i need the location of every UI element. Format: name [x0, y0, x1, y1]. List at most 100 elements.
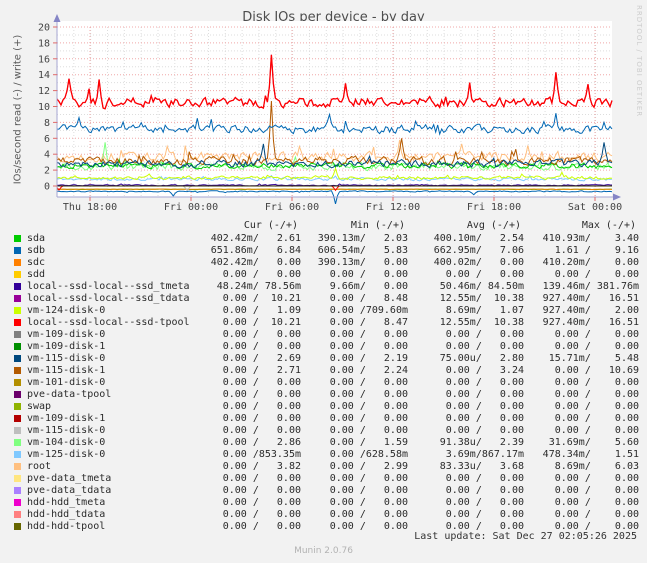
- legend-avg-value: 50.46m/ 84.50m: [433, 280, 524, 292]
- series-line-sda-write: [56, 158, 613, 170]
- legend-label: hdd-hdd_tdata: [27, 508, 106, 520]
- legend-swatch: [14, 354, 21, 362]
- x-axis-arrow: [613, 193, 621, 201]
- legend-cur-value: 0.00 / 0.00: [210, 472, 301, 484]
- legend-cur-value: 0.00 / 0.00: [210, 268, 301, 280]
- y-axis-arrow: [53, 14, 61, 22]
- legend-row: vm-109-disk-1 0.00 / 0.00 0.00 / 0.00 0.…: [0, 412, 647, 424]
- legend-row: vm-109-disk-0 0.00 / 0.00 0.00 / 0.00 0.…: [0, 328, 647, 340]
- legend-cur-value: 0.00 / 0.00: [210, 496, 301, 508]
- legend-row: vm-115-disk-0 0.00 / 2.69 0.00 / 2.19 75…: [0, 352, 647, 364]
- legend-swatch: [14, 378, 21, 386]
- legend-row: pve-data_tmeta 0.00 / 0.00 0.00 / 0.00 0…: [0, 472, 647, 484]
- legend-label: vm-115-disk-1: [27, 364, 106, 376]
- x-tick-label: Fri 06:00: [265, 202, 319, 213]
- legend-swatch: [14, 462, 21, 470]
- legend-row: sdb 651.86m/ 6.84 606.54m/ 5.83 662.95m/ 7.…: [0, 244, 647, 256]
- legend-cur-value: 402.42m/ 0.00: [210, 256, 301, 268]
- legend-avg-value: 8.69m/ 1.07: [433, 304, 524, 316]
- legend-label: root: [27, 460, 52, 472]
- legend-avg-value: 91.38u/ 2.39: [433, 436, 524, 448]
- legend-min-value: 0.00 /709.60m: [317, 304, 408, 316]
- munin-version: Munin 2.0.76: [294, 546, 353, 556]
- y-tick-label: 4: [44, 150, 50, 161]
- legend-row: pve-data-tpool 0.00 / 0.00 0.00 / 0.00 0…: [0, 388, 647, 400]
- y-tick-label: 14: [38, 70, 50, 81]
- legend-label: local--ssd-local--ssd_tmeta: [27, 280, 190, 292]
- legend-avg-value: 0.00 / 0.00: [433, 388, 524, 400]
- legend-min-value: 0.00 / 0.00: [317, 496, 408, 508]
- legend: Cur (-/+) Min (-/+) Avg (-/+) Max (-/+) …: [0, 219, 647, 532]
- x-tick-label: Fri 00:00: [164, 202, 218, 213]
- legend-avg-value: 3.69m/867.17m: [433, 448, 524, 460]
- legend-row: sdc 402.42m/ 0.00 390.13m/ 0.00 400.02m/ 0.…: [0, 256, 647, 268]
- legend-cur-value: 0.00 / 0.00: [210, 328, 301, 340]
- last-update: Last update: Sat Dec 27 02:05:26 2025: [414, 531, 637, 542]
- series-line-vm-124-disk-0-write: [56, 166, 613, 181]
- legend-label: swap: [27, 400, 52, 412]
- legend-min-value: 0.00 /628.58m: [317, 448, 408, 460]
- legend-avg-value: 0.00 / 0.00: [433, 520, 524, 532]
- legend-max-value: 8.69m/ 6.03: [542, 460, 639, 472]
- legend-min-value: 390.13m/ 0.00: [317, 256, 408, 268]
- y-tick-label: 16: [38, 54, 50, 65]
- legend-header-cur: Cur (-/+): [243, 220, 298, 231]
- legend-max-value: 0.00 / 0.00: [542, 412, 639, 424]
- x-tick-label: Thu 18:00: [63, 202, 117, 213]
- legend-label: vm-124-disk-0: [27, 304, 106, 316]
- legend-avg-value: 12.55m/ 10.38: [433, 292, 524, 304]
- legend-cur-value: 0.00 / 0.00: [210, 520, 301, 532]
- legend-row: vm-115-disk-1 0.00 / 2.71 0.00 / 2.24 0.…: [0, 364, 647, 376]
- legend-swatch: [14, 366, 21, 374]
- legend-row: local--ssd-local--ssd-tpool 0.00 / 10.21…: [0, 316, 647, 328]
- legend-max-value: 31.69m/ 5.60: [542, 436, 639, 448]
- legend-max-value: 0.00 / 0.00: [542, 424, 639, 436]
- legend-avg-value: 83.33u/ 3.68: [433, 460, 524, 472]
- legend-label: sdc: [27, 256, 46, 268]
- legend-cur-value: 0.00 / 10.21: [210, 292, 301, 304]
- legend-avg-value: 400.10m/ 2.54: [433, 232, 524, 244]
- legend-min-value: 0.00 / 0.00: [317, 328, 408, 340]
- legend-max-value: 410.93m/ 3.40: [542, 232, 639, 244]
- legend-max-value: 927.40m/ 2.00: [542, 304, 639, 316]
- legend-max-value: 927.40m/ 16.51: [542, 316, 639, 328]
- legend-cur-value: 0.00 / 0.00: [210, 424, 301, 436]
- legend-min-value: 0.00 / 0.00: [317, 484, 408, 496]
- legend-swatch: [14, 498, 21, 506]
- series-line-vm-115-disk-0-write: [56, 142, 613, 169]
- legend-rows: sda 402.42m/ 2.61 390.13m/ 2.03 400.10m/ 2.…: [0, 232, 647, 532]
- legend-max-value: 139.46m/ 381.76m: [542, 280, 639, 292]
- legend-row: sda 402.42m/ 2.61 390.13m/ 2.03 400.10m/ 2.…: [0, 232, 647, 244]
- legend-max-value: 0.00 / 0.00: [542, 484, 639, 496]
- legend-row: vm-104-disk-0 0.00 / 2.86 0.00 / 1.59 91…: [0, 436, 647, 448]
- legend-label: hdd-hdd_tmeta: [27, 496, 106, 508]
- x-tick-label: Sat 00:00: [568, 202, 622, 213]
- y-tick-label: 12: [38, 86, 50, 97]
- legend-swatch: [14, 402, 21, 410]
- legend-cur-value: 0.00 / 2.69: [210, 352, 301, 364]
- legend-min-value: 0.00 / 0.00: [317, 388, 408, 400]
- legend-row: vm-109-disk-1 0.00 / 0.00 0.00 / 0.00 0.…: [0, 340, 647, 352]
- legend-avg-value: 0.00 / 0.00: [433, 376, 524, 388]
- legend-swatch: [14, 246, 21, 254]
- legend-min-value: 0.00 / 2.99: [317, 460, 408, 472]
- legend-swatch: [14, 282, 21, 290]
- legend-avg-value: 0.00 / 0.00: [433, 412, 524, 424]
- legend-max-value: 0.00 / 0.00: [542, 268, 639, 280]
- legend-row: local--ssd-local--ssd_tmeta 48.24m/ 78.5…: [0, 280, 647, 292]
- y-tick-label: 10: [38, 102, 50, 113]
- legend-max-value: 0.00 / 10.69: [542, 364, 639, 376]
- legend-cur-value: 0.00 / 0.00: [210, 508, 301, 520]
- legend-min-value: 390.13m/ 2.03: [317, 232, 408, 244]
- legend-label: pve-data_tdata: [27, 484, 112, 496]
- legend-cur-value: 0.00 / 3.82: [210, 460, 301, 472]
- legend-max-value: 0.00 / 0.00: [542, 376, 639, 388]
- legend-avg-value: 0.00 / 0.00: [433, 472, 524, 484]
- legend-header-max: Max (-/+): [581, 220, 636, 231]
- legend-avg-value: 12.55m/ 10.38: [433, 316, 524, 328]
- legend-min-value: 0.00 / 2.19: [317, 352, 408, 364]
- legend-min-value: 0.00 / 8.48: [317, 292, 408, 304]
- legend-avg-value: 0.00 / 0.00: [433, 508, 524, 520]
- legend-label: local--ssd-local--ssd-tpool: [27, 316, 190, 328]
- legend-min-value: 0.00 / 0.00: [317, 340, 408, 352]
